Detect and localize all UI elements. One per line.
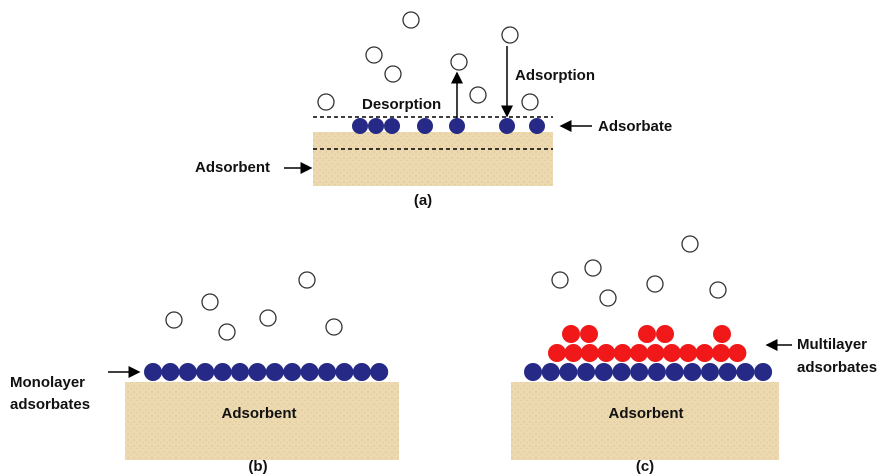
adsorbent-slab	[313, 132, 553, 186]
particle	[161, 363, 179, 381]
particle	[648, 363, 666, 381]
adsorbent-label: Adsorbent	[609, 405, 684, 422]
particle	[646, 344, 664, 362]
gas-particles	[552, 236, 726, 306]
particle	[656, 325, 674, 343]
particle	[630, 363, 648, 381]
particle	[647, 276, 663, 292]
particle	[562, 325, 580, 343]
particle	[542, 363, 560, 381]
particle	[144, 363, 162, 381]
adsorbate-label: Adsorbate	[598, 118, 672, 135]
particle	[283, 363, 301, 381]
particle	[524, 363, 542, 381]
particle	[384, 118, 400, 134]
particle	[736, 363, 754, 381]
particle	[403, 12, 419, 28]
particle	[248, 363, 266, 381]
particle	[366, 47, 382, 63]
particle	[499, 118, 515, 134]
particle	[451, 54, 467, 70]
multilayer-label: Multilayer	[797, 336, 867, 353]
particle	[318, 94, 334, 110]
particle	[580, 325, 598, 343]
particle	[326, 319, 342, 335]
particle	[713, 325, 731, 343]
particle	[166, 312, 182, 328]
monolayer-label: adsorbates	[10, 396, 90, 413]
caption: (a)	[414, 192, 432, 209]
particle	[585, 260, 601, 276]
particle	[683, 363, 701, 381]
adsorbent-label: Adsorbent	[195, 159, 270, 176]
particle	[710, 282, 726, 298]
particle	[696, 344, 714, 362]
particle	[679, 344, 697, 362]
particle	[548, 344, 566, 362]
particle	[613, 363, 631, 381]
caption: (b)	[248, 458, 267, 475]
desorption-label: Desorption	[362, 96, 441, 113]
caption: (c)	[636, 458, 654, 475]
particle	[597, 344, 615, 362]
particle	[666, 363, 684, 381]
particle	[701, 363, 719, 381]
panel-a: Adsorption Desorption Adsorbate Adsorben…	[195, 12, 672, 209]
particle	[318, 363, 336, 381]
particle	[552, 272, 568, 288]
particle	[417, 118, 433, 134]
particle	[370, 363, 388, 381]
particle	[214, 363, 232, 381]
adsorbate-particles	[352, 118, 545, 134]
particle	[630, 344, 648, 362]
panel-b: Monolayer adsorbates Adsorbent (b)	[10, 272, 399, 475]
particle	[600, 290, 616, 306]
particle	[196, 363, 214, 381]
particle	[470, 87, 486, 103]
particle	[385, 66, 401, 82]
adsorption-label: Adsorption	[515, 67, 595, 84]
particle	[368, 118, 384, 134]
multilayer-particles	[548, 325, 746, 362]
adsorbent-label: Adsorbent	[222, 405, 297, 422]
particle	[502, 27, 518, 43]
particle	[219, 324, 235, 340]
gas-particles	[166, 272, 342, 340]
particle	[638, 325, 656, 343]
particle	[614, 344, 632, 362]
particle	[682, 236, 698, 252]
particle	[581, 344, 599, 362]
particle	[179, 363, 197, 381]
particle	[559, 363, 577, 381]
particle	[301, 363, 319, 381]
particle	[719, 363, 737, 381]
particle	[522, 94, 538, 110]
monolayer-particles	[524, 363, 772, 381]
particle	[335, 363, 353, 381]
particle	[595, 363, 613, 381]
particle	[353, 363, 371, 381]
diagram: Adsorption Desorption Adsorbate Adsorben…	[0, 0, 892, 476]
particle	[577, 363, 595, 381]
particle	[231, 363, 249, 381]
particle	[564, 344, 582, 362]
monolayer-particles	[144, 363, 388, 381]
panel-c: Multilayer adsorbates Adsorbent (c)	[511, 236, 877, 475]
particle	[260, 310, 276, 326]
particle	[266, 363, 284, 381]
particle	[352, 118, 368, 134]
particle	[754, 363, 772, 381]
particle	[663, 344, 681, 362]
particle	[449, 118, 465, 134]
particle	[728, 344, 746, 362]
particle	[712, 344, 730, 362]
particle	[202, 294, 218, 310]
particle	[529, 118, 545, 134]
particle	[299, 272, 315, 288]
multilayer-label: adsorbates	[797, 359, 877, 376]
monolayer-label: Monolayer	[10, 374, 85, 391]
